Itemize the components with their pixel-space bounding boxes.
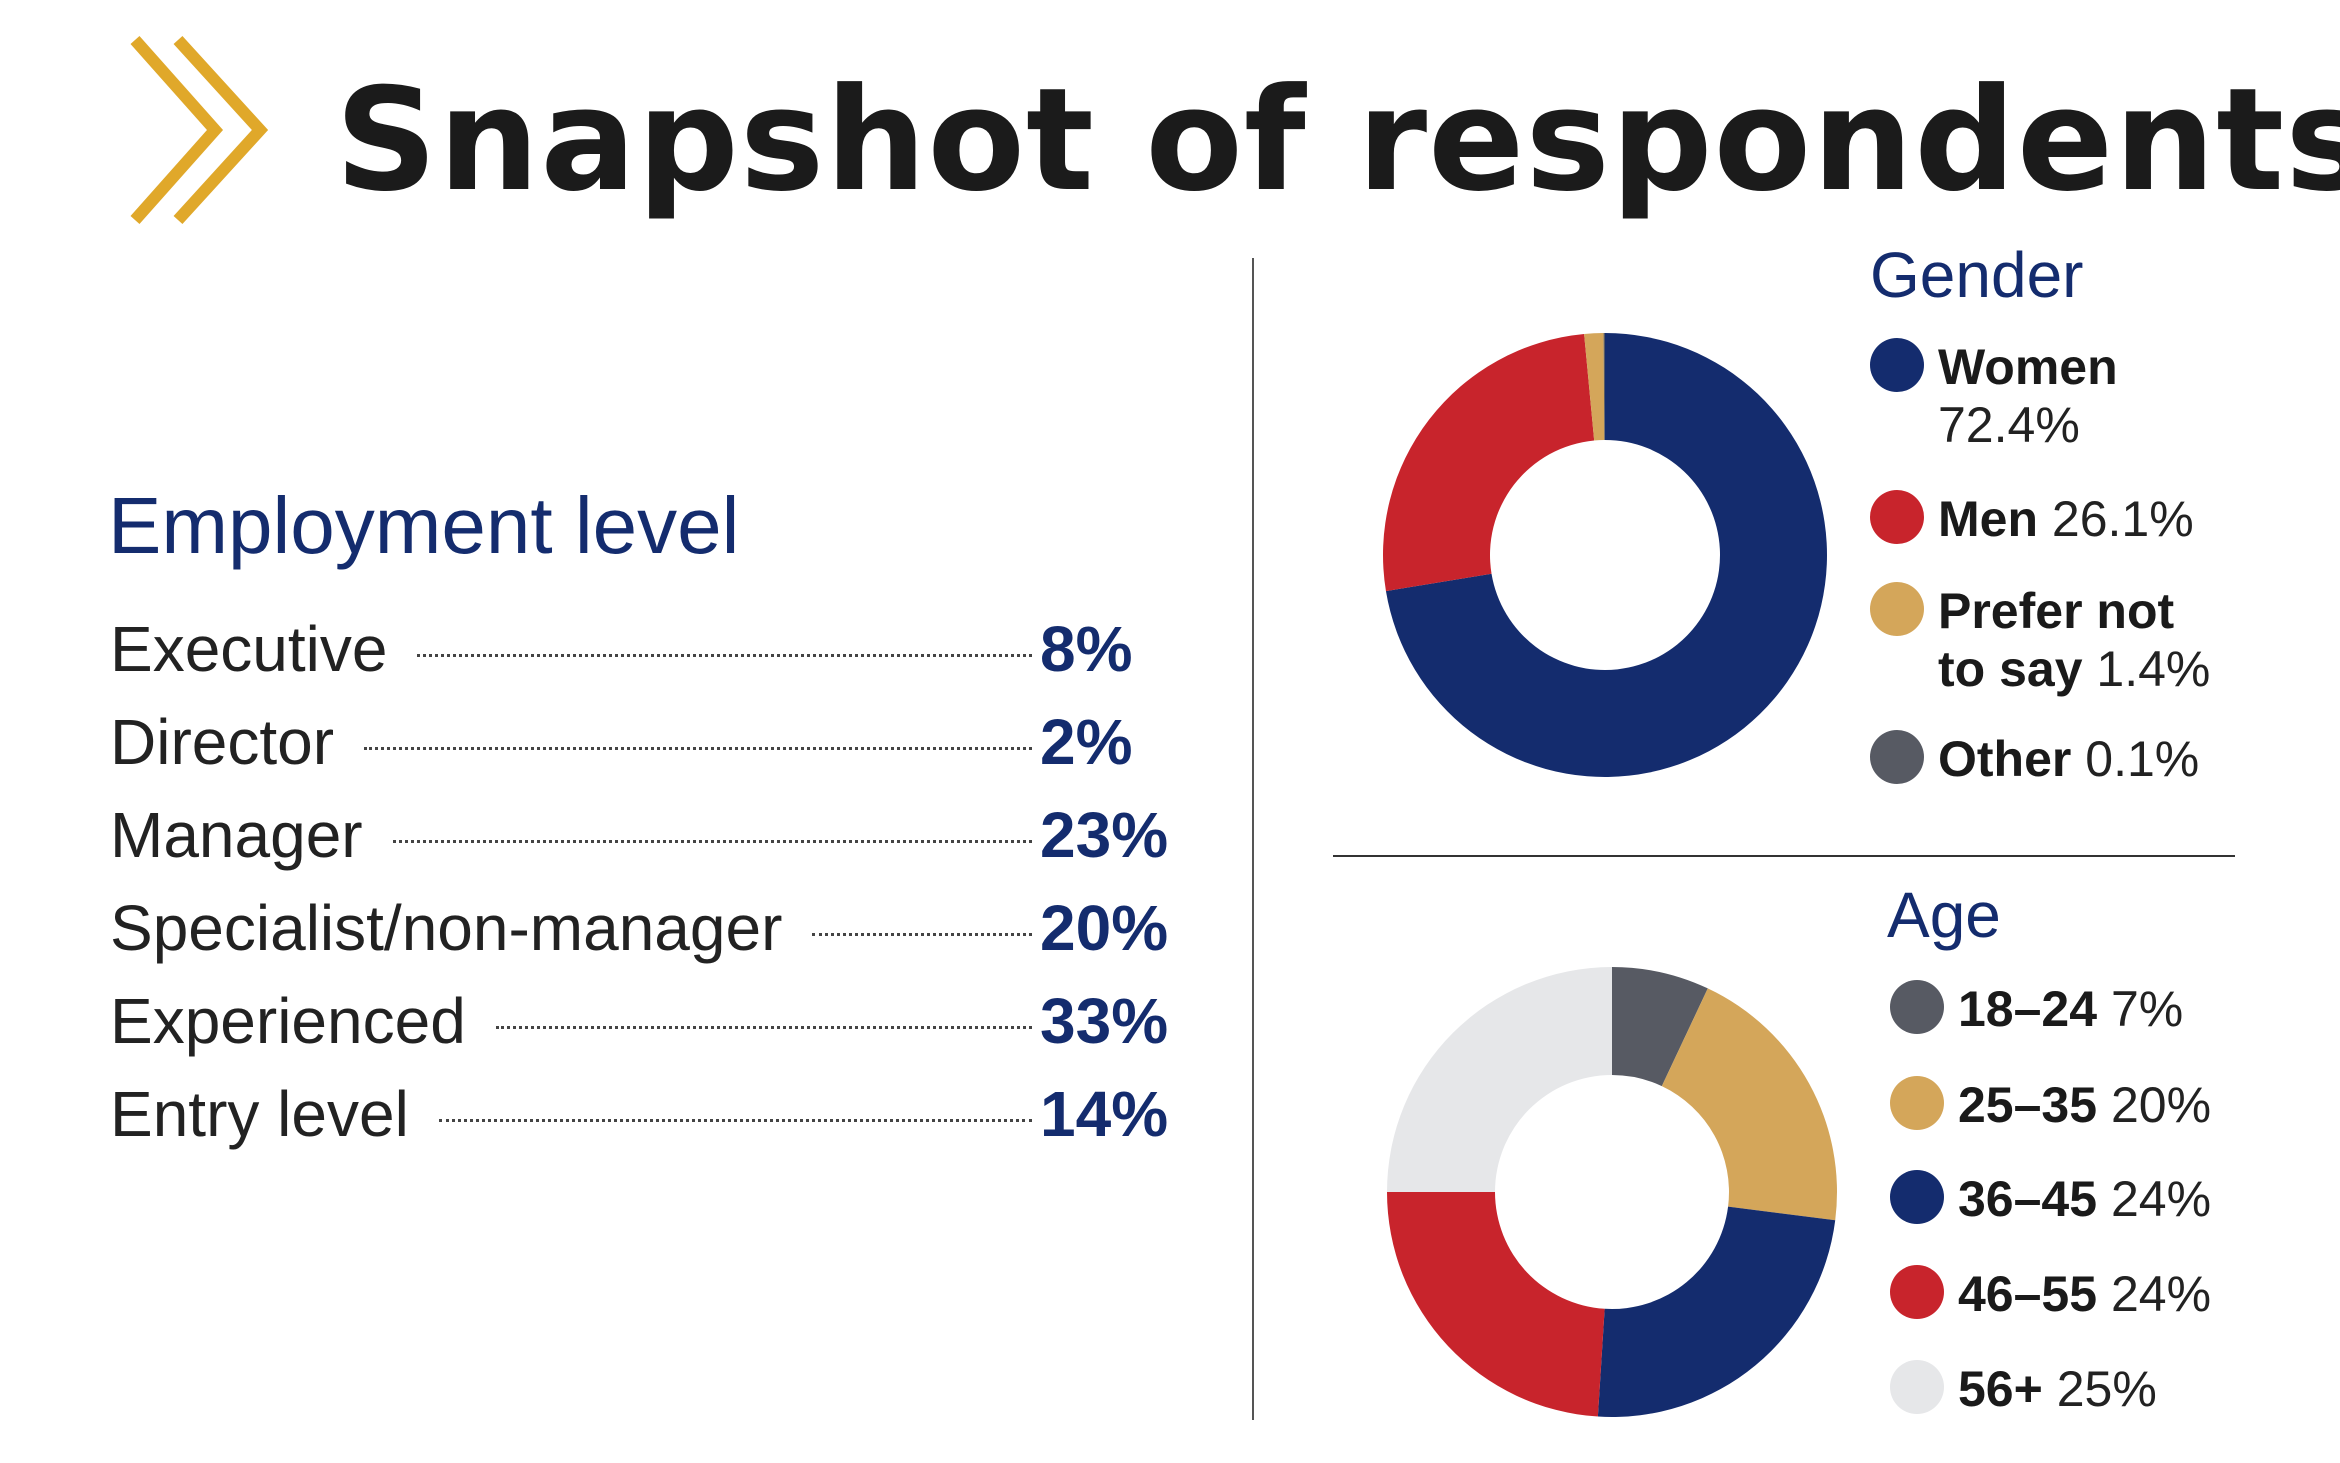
legend-value: 72.4%	[1938, 397, 2080, 453]
employment-row: Executive 8%	[110, 612, 1180, 692]
slice-18-24	[1612, 967, 1708, 1087]
dotted-leader	[417, 654, 1032, 657]
legend-swatch	[1870, 582, 1924, 636]
slice-56-	[1387, 967, 1612, 1192]
legend-swatch	[1890, 1076, 1944, 1130]
employment-label: Manager	[110, 799, 363, 871]
age-heading: Age	[1887, 879, 2001, 951]
legend-men: Men 26.1%	[1870, 490, 2194, 548]
legend-value: 24%	[2110, 1171, 2212, 1227]
employment-row: Director 2%	[110, 705, 1180, 785]
double-chevron-icon	[130, 35, 269, 225]
employment-row: Entry level 14%	[110, 1077, 1180, 1157]
dotted-leader	[495, 1026, 1032, 1029]
legend-label: Prefer not	[1938, 583, 2175, 639]
legend-value: 1.4%	[2096, 641, 2211, 697]
age-legend-item: 56+ 25%	[1890, 1360, 2157, 1418]
legend-prefer-not-to-say: Prefer not to say 1.4%	[1870, 582, 2210, 698]
legend-value: 26.1%	[2051, 491, 2194, 547]
legend-swatch	[1890, 1360, 1944, 1414]
employment-label: Director	[110, 706, 335, 778]
legend-label: Women	[1938, 339, 2118, 395]
age-legend-item: 36–45 24%	[1890, 1170, 2211, 1228]
slice-other	[1603, 333, 1605, 441]
employment-heading: Employment level	[108, 481, 740, 570]
legend-label: 46–55	[1958, 1266, 2098, 1322]
legend-value: 7%	[2110, 981, 2184, 1037]
dotted-leader	[364, 747, 1032, 750]
employment-value: 8%	[1040, 613, 1133, 685]
legend-swatch	[1890, 1265, 1944, 1319]
slice-46-55	[1387, 1192, 1605, 1417]
employment-value: 2%	[1040, 706, 1133, 778]
legend-value: 20%	[2110, 1077, 2212, 1133]
legend-label: to say	[1938, 641, 2083, 697]
slice-prefer-not-to-say	[1584, 333, 1605, 441]
slice-women	[1385, 333, 1827, 777]
employment-label: Entry level	[110, 1078, 409, 1150]
employment-value: 14%	[1040, 1078, 1169, 1150]
legend-label: 56+	[1958, 1361, 2043, 1417]
legend-swatch	[1870, 338, 1924, 392]
legend-swatch	[1890, 1170, 1944, 1224]
dotted-leader	[438, 1119, 1032, 1122]
gender-heading: Gender	[1870, 239, 2084, 311]
legend-value: 25%	[2056, 1361, 2157, 1417]
dotted-leader	[812, 933, 1032, 936]
employment-row: Specialist/non-manager 20%	[110, 891, 1180, 971]
slice-men	[1383, 333, 1595, 592]
dotted-leader	[392, 840, 1032, 843]
employment-value: 23%	[1040, 799, 1169, 871]
employment-label: Experienced	[110, 985, 466, 1057]
legend-swatch	[1890, 980, 1944, 1034]
legend-label: 18–24	[1958, 981, 2098, 1037]
legend-label: Other	[1938, 731, 2072, 787]
legend-label: 36–45	[1958, 1171, 2098, 1227]
employment-row: Manager 23%	[110, 798, 1180, 878]
age-donut-chart	[1387, 967, 1837, 1417]
employment-row: Experienced 33%	[110, 984, 1180, 1064]
slice-36-45	[1597, 1206, 1836, 1417]
slice-25-35	[1661, 988, 1837, 1221]
employment-label: Executive	[110, 613, 388, 685]
legend-other: Other 0.1%	[1870, 730, 2199, 788]
page-title: Snapshot of respondents	[335, 58, 2340, 223]
employment-value: 33%	[1040, 985, 1169, 1057]
age-legend-item: 18–24 7%	[1890, 980, 2183, 1038]
legend-women: Women 72.4%	[1870, 338, 2118, 454]
legend-value: 0.1%	[2085, 731, 2200, 787]
legend-swatch	[1870, 490, 1924, 544]
legend-label: 25–35	[1958, 1077, 2098, 1133]
horizontal-divider	[1333, 855, 2235, 857]
legend-label: Men	[1938, 491, 2038, 547]
age-legend-item: 25–35 20%	[1890, 1076, 2211, 1134]
employment-value: 20%	[1040, 892, 1169, 964]
employment-label: Specialist/non-manager	[110, 892, 783, 964]
legend-value: 24%	[2110, 1266, 2212, 1322]
vertical-divider	[1252, 258, 1254, 1420]
age-legend-item: 46–55 24%	[1890, 1265, 2211, 1323]
gender-donut-chart	[1383, 333, 1827, 777]
legend-swatch	[1870, 730, 1924, 784]
